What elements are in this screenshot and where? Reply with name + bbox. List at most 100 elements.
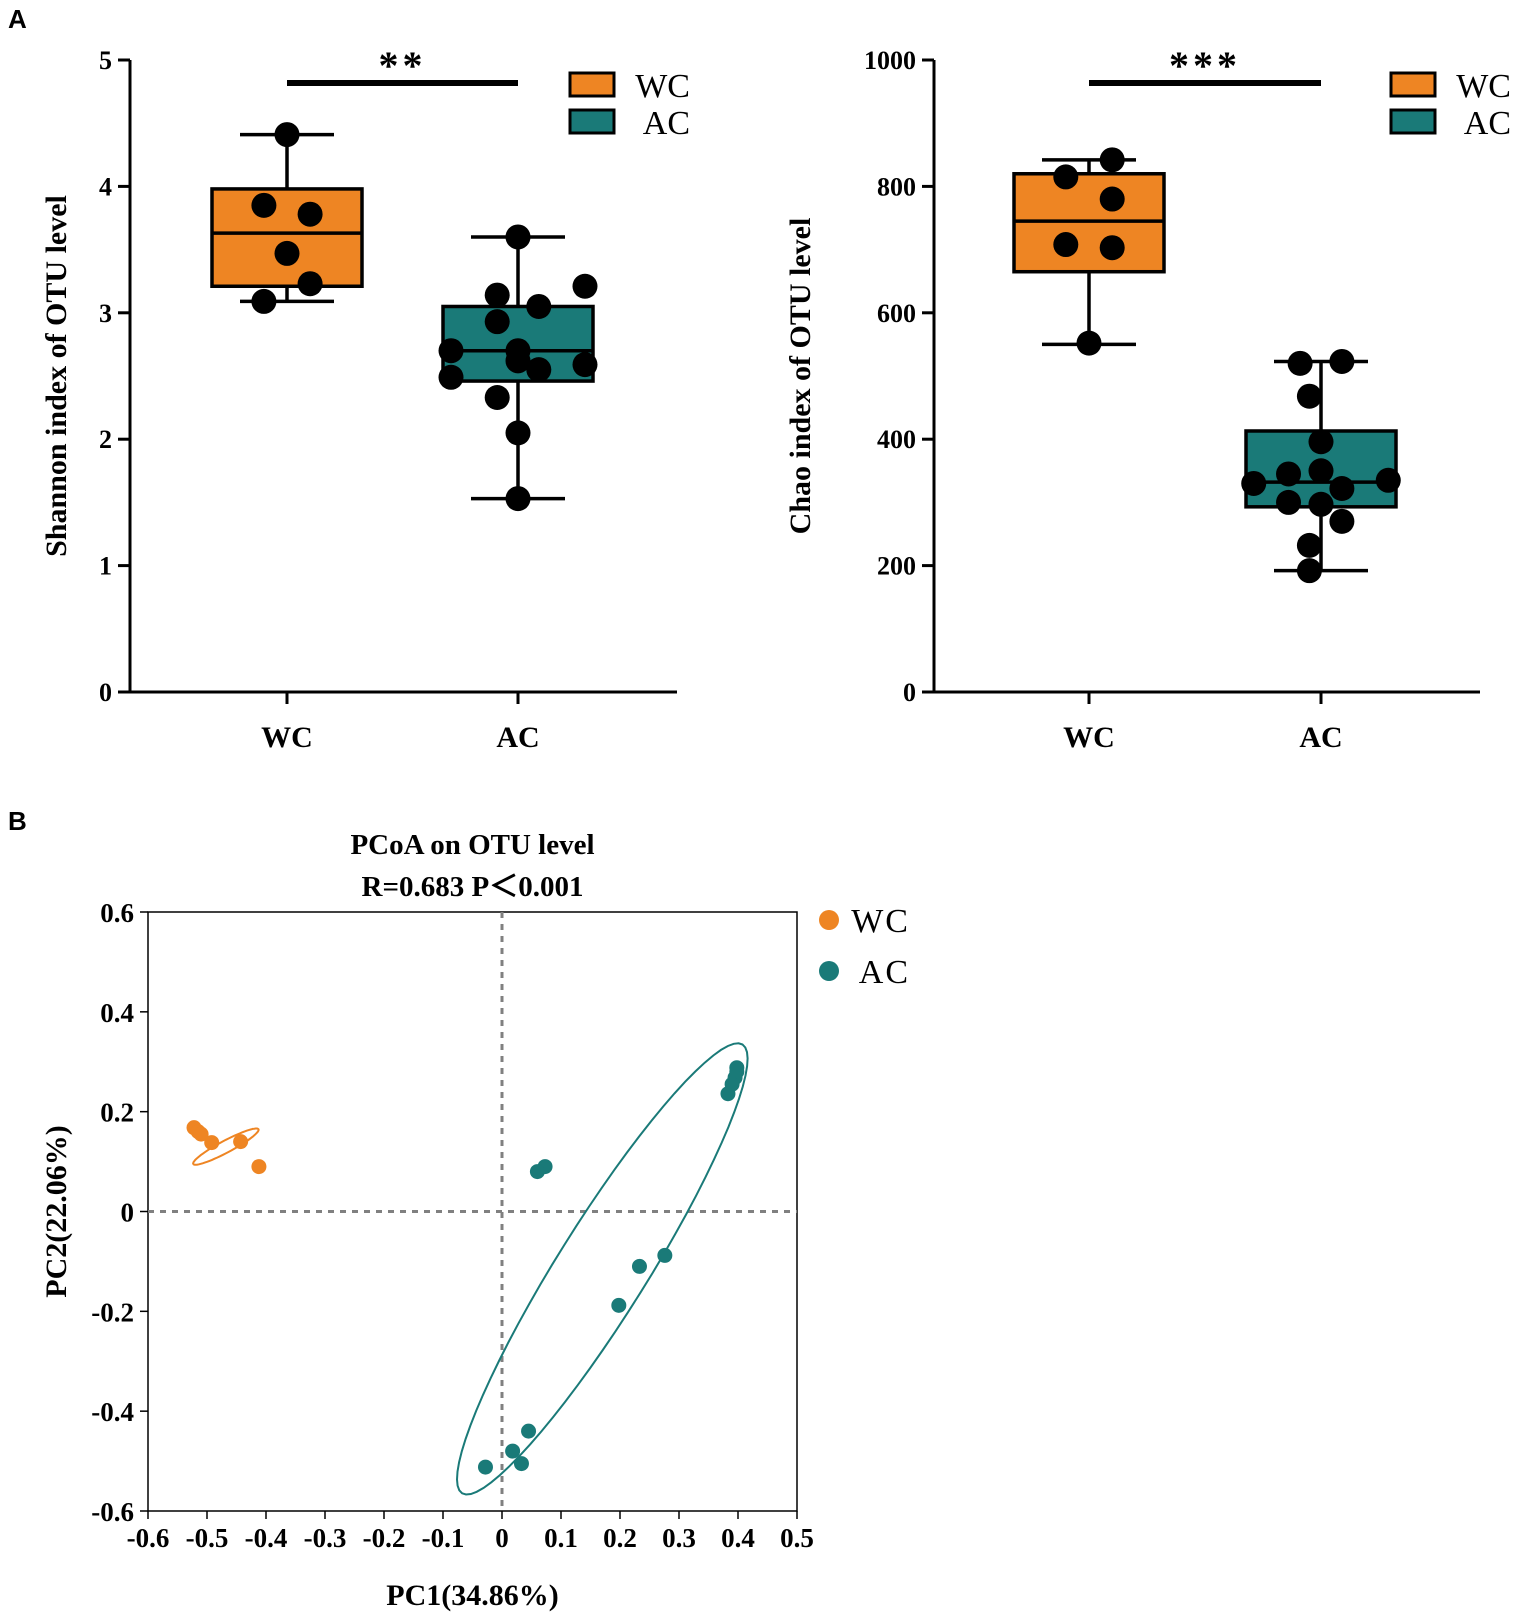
legend-marker-wc [819,910,839,930]
data-point-ac [1308,429,1334,455]
scatter-point-wc [204,1135,220,1151]
significance-label: ** [379,43,427,88]
data-point-ac [484,282,510,308]
y-tick-label: 1 [99,552,112,581]
data-point-ac [1276,461,1302,487]
y-axis-title: PC2(22.06%) [40,1125,73,1297]
data-point-ac [505,348,531,374]
legend-swatch-wc [1389,71,1437,98]
data-point-wc [1099,235,1125,261]
y-axis-title: Shannon index of OTU level [40,195,73,557]
data-point-wc [1099,147,1125,173]
y-tick-label: 600 [877,299,916,328]
scatter-point-wc [251,1159,267,1175]
y-tick-label: 800 [877,172,916,201]
x-tick-label: WC [261,721,313,754]
x-tick-label: AC [496,721,539,754]
scatter-point-ac [720,1086,736,1102]
data-point-ac [1296,532,1322,558]
box-wc [210,187,364,289]
scatter-point-ac [513,1456,529,1472]
data-point-ac [1296,558,1322,584]
x-tick-label: WC [1063,721,1115,754]
data-point-ac [1241,470,1267,496]
legend-marker-ac [819,961,839,981]
x-axis-title: PC1(34.86%) [386,1579,558,1612]
scatter-point-ac [521,1423,537,1439]
data-point-ac [505,224,531,250]
legend-label-ac: AC [643,105,690,142]
data-point-ac [1308,491,1334,517]
data-point-ac [1287,350,1313,376]
x-tick-label: 0 [495,1523,509,1553]
y-tick-label: 0.2 [100,1098,134,1128]
data-point-wc [251,192,277,218]
x-tick-label: 0.1 [544,1523,578,1553]
legend-label-ac: AC [1464,105,1511,142]
y-tick-label: 0 [903,678,916,707]
data-point-ac [526,357,552,383]
x-tick-label: AC [1299,721,1342,754]
data-point-ac [526,293,552,319]
data-point-ac [438,338,464,364]
scatter-point-ac [657,1247,673,1263]
x-tick-label: 0.2 [603,1523,637,1553]
y-tick-label: 5 [99,46,112,75]
y-tick-label: 0 [121,1198,135,1228]
y-tick-label: 0 [99,678,112,707]
data-point-wc [1099,186,1125,212]
legend-label-wc: WC [851,903,910,940]
significance-label: *** [1169,43,1241,88]
legend-swatch-wc [568,71,616,98]
panel-label-a: A [8,4,27,34]
scatter-point-ac [611,1297,627,1313]
legend-swatch-ac [568,108,616,135]
legend-swatch-ac [1389,108,1437,135]
data-point-wc [1076,330,1102,356]
legend-label-wc: WC [1456,68,1511,105]
data-point-ac [1375,467,1401,493]
x-tick-label: -0.3 [304,1523,347,1553]
data-point-wc [274,122,300,148]
x-tick-label: -0.2 [363,1523,406,1553]
x-tick-label: -0.5 [186,1523,229,1553]
data-point-ac [572,352,598,378]
data-point-ac [572,273,598,299]
scatter-point-wc [233,1134,249,1150]
y-tick-label: 0.6 [100,898,134,928]
data-point-ac [1329,475,1355,501]
confidence-ellipse-ac [455,1042,749,1496]
x-tick-label: -0.1 [422,1523,465,1553]
data-point-ac [484,384,510,410]
pcoa-scatter-chart: -0.6 -0.5 -0.4 -0.3 -0.2 -0.1 0 0.1 0.2 0.3 0.4 0.5… [40,829,910,1612]
scatter-point-ac [529,1164,545,1180]
y-tick-label: 4 [99,172,112,201]
y-tick-label: 2 [99,425,112,454]
chart-title: PCoA on OTU level [350,829,594,861]
data-point-wc [1053,232,1079,258]
data-point-wc [297,271,323,297]
x-tick-label: 0.4 [721,1523,755,1553]
data-point-ac [1276,489,1302,515]
data-point-ac [484,309,510,335]
y-tick-label: 200 [877,552,916,581]
x-tick-label: -0.6 [127,1523,170,1553]
scatter-point-ac [477,1459,493,1475]
y-tick-label: -0.4 [91,1397,134,1427]
y-tick-label: -0.6 [91,1497,134,1527]
y-tick-label: -0.2 [91,1297,134,1327]
scatter-point-ac [505,1443,521,1459]
x-tick-label: 0.5 [780,1523,814,1553]
data-point-ac [505,486,531,512]
y-tick-label: 1000 [864,46,916,75]
data-point-ac [1308,458,1334,484]
y-tick-label: 0.4 [100,998,134,1028]
data-point-ac [1296,383,1322,409]
data-point-ac [438,364,464,390]
x-tick-label: -0.4 [245,1523,288,1553]
panel-label-b: B [8,806,27,836]
legend-label-ac: AC [859,954,910,991]
